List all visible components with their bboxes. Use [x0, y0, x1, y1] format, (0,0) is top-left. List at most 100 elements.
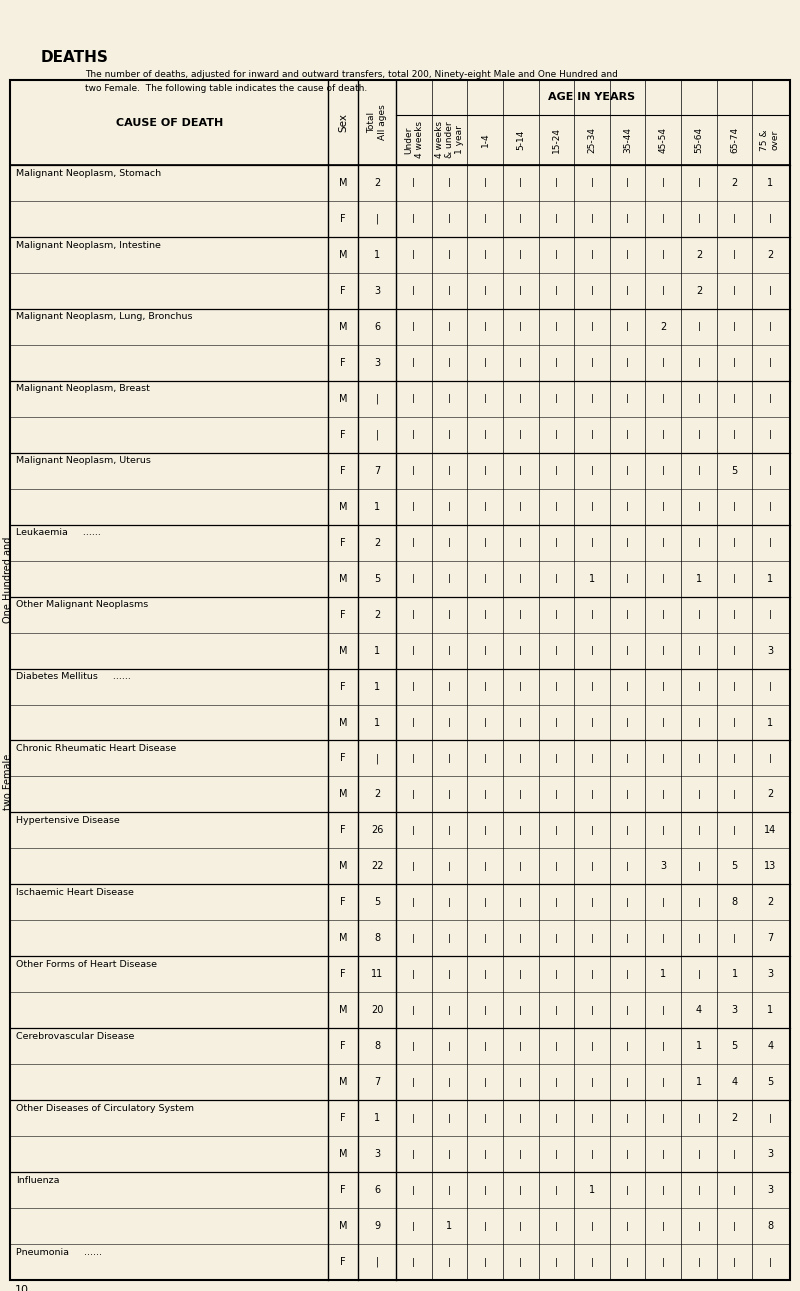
Text: F: F	[340, 430, 346, 440]
Text: Other Forms of Heart Disease: Other Forms of Heart Disease	[16, 961, 157, 968]
Text: 8: 8	[767, 1221, 774, 1232]
Text: 1: 1	[696, 573, 702, 584]
Text: Malignant Neoplasm, Lung, Bronchus: Malignant Neoplasm, Lung, Bronchus	[16, 312, 193, 321]
Text: |: |	[662, 538, 665, 547]
Text: |: |	[626, 1006, 629, 1015]
Text: |: |	[412, 1149, 415, 1158]
Text: |: |	[519, 646, 522, 655]
Text: |: |	[412, 214, 415, 223]
Text: |: |	[483, 574, 486, 584]
Text: |: |	[590, 394, 594, 403]
Text: 1: 1	[374, 646, 380, 656]
Text: |: |	[412, 538, 415, 547]
Text: |: |	[590, 502, 594, 511]
Text: |: |	[626, 682, 629, 691]
Text: |: |	[590, 178, 594, 187]
Text: |: |	[483, 466, 486, 475]
Text: |: |	[733, 287, 736, 296]
Text: |: |	[698, 359, 701, 368]
Text: |: |	[555, 323, 558, 332]
Text: F: F	[340, 754, 346, 763]
Text: |: |	[483, 1149, 486, 1158]
Text: |: |	[555, 1006, 558, 1015]
Text: |: |	[448, 214, 451, 223]
Text: 2: 2	[374, 537, 380, 547]
Text: |: |	[448, 611, 451, 620]
Text: |: |	[519, 430, 522, 439]
Text: |: |	[555, 1114, 558, 1123]
Text: |: |	[626, 394, 629, 403]
Text: |: |	[698, 970, 701, 979]
Text: |: |	[626, 250, 629, 259]
Text: 3: 3	[767, 1149, 774, 1159]
Text: 8: 8	[731, 897, 738, 908]
Text: |: |	[519, 502, 522, 511]
Text: |: |	[448, 754, 451, 763]
Text: |: |	[412, 574, 415, 584]
Text: |: |	[412, 682, 415, 691]
Text: Under
4 weeks: Under 4 weeks	[404, 121, 423, 159]
Text: |: |	[519, 790, 522, 799]
Text: |: |	[662, 1042, 665, 1051]
Text: M: M	[338, 646, 347, 656]
Text: |: |	[626, 1042, 629, 1051]
Text: |: |	[698, 394, 701, 403]
Text: |: |	[555, 790, 558, 799]
Text: |: |	[733, 1149, 736, 1158]
Text: |: |	[590, 754, 594, 763]
Text: |: |	[483, 1078, 486, 1087]
Text: |: |	[590, 862, 594, 871]
Text: |: |	[590, 538, 594, 547]
Text: 6: 6	[374, 321, 380, 332]
Text: |: |	[448, 897, 451, 906]
Text: |: |	[555, 502, 558, 511]
Text: 4: 4	[696, 1006, 702, 1015]
Text: M: M	[338, 178, 347, 188]
Text: CAUSE OF DEATH: CAUSE OF DEATH	[116, 117, 224, 128]
Text: |: |	[555, 1221, 558, 1230]
Text: |: |	[519, 897, 522, 906]
Text: |: |	[412, 394, 415, 403]
Text: |: |	[483, 250, 486, 259]
Text: 5-14: 5-14	[516, 130, 526, 150]
Text: 13: 13	[764, 861, 776, 871]
Text: |: |	[733, 214, 736, 223]
Text: |: |	[448, 394, 451, 403]
Text: |: |	[519, 611, 522, 620]
Text: |: |	[555, 214, 558, 223]
Text: |: |	[448, 323, 451, 332]
Text: Malignant Neoplasm, Intestine: Malignant Neoplasm, Intestine	[16, 240, 161, 249]
Text: |: |	[412, 359, 415, 368]
Text: |: |	[662, 1006, 665, 1015]
Text: |: |	[555, 611, 558, 620]
Text: |: |	[483, 1114, 486, 1123]
Text: Other Diseases of Circulatory System: Other Diseases of Circulatory System	[16, 1104, 194, 1113]
Text: |: |	[483, 897, 486, 906]
Text: |: |	[626, 287, 629, 296]
Text: |: |	[769, 287, 772, 296]
Text: |: |	[483, 538, 486, 547]
Text: |: |	[448, 359, 451, 368]
Text: |: |	[412, 250, 415, 259]
Text: |: |	[626, 862, 629, 871]
Text: |: |	[483, 359, 486, 368]
Text: |: |	[698, 1257, 701, 1266]
Text: F: F	[340, 285, 346, 296]
Text: |: |	[555, 897, 558, 906]
Text: |: |	[698, 790, 701, 799]
Text: |: |	[626, 323, 629, 332]
Text: |: |	[662, 682, 665, 691]
Text: |: |	[519, 1078, 522, 1087]
Text: |: |	[733, 790, 736, 799]
Text: M: M	[338, 1221, 347, 1232]
Text: |: |	[412, 646, 415, 655]
Text: 20: 20	[371, 1006, 383, 1015]
Text: 1: 1	[696, 1077, 702, 1087]
Text: |: |	[483, 933, 486, 942]
Text: |: |	[662, 611, 665, 620]
Text: |: |	[626, 1149, 629, 1158]
Text: |: |	[626, 359, 629, 368]
Text: |: |	[483, 790, 486, 799]
Text: |: |	[698, 897, 701, 906]
Text: |: |	[769, 1114, 772, 1123]
